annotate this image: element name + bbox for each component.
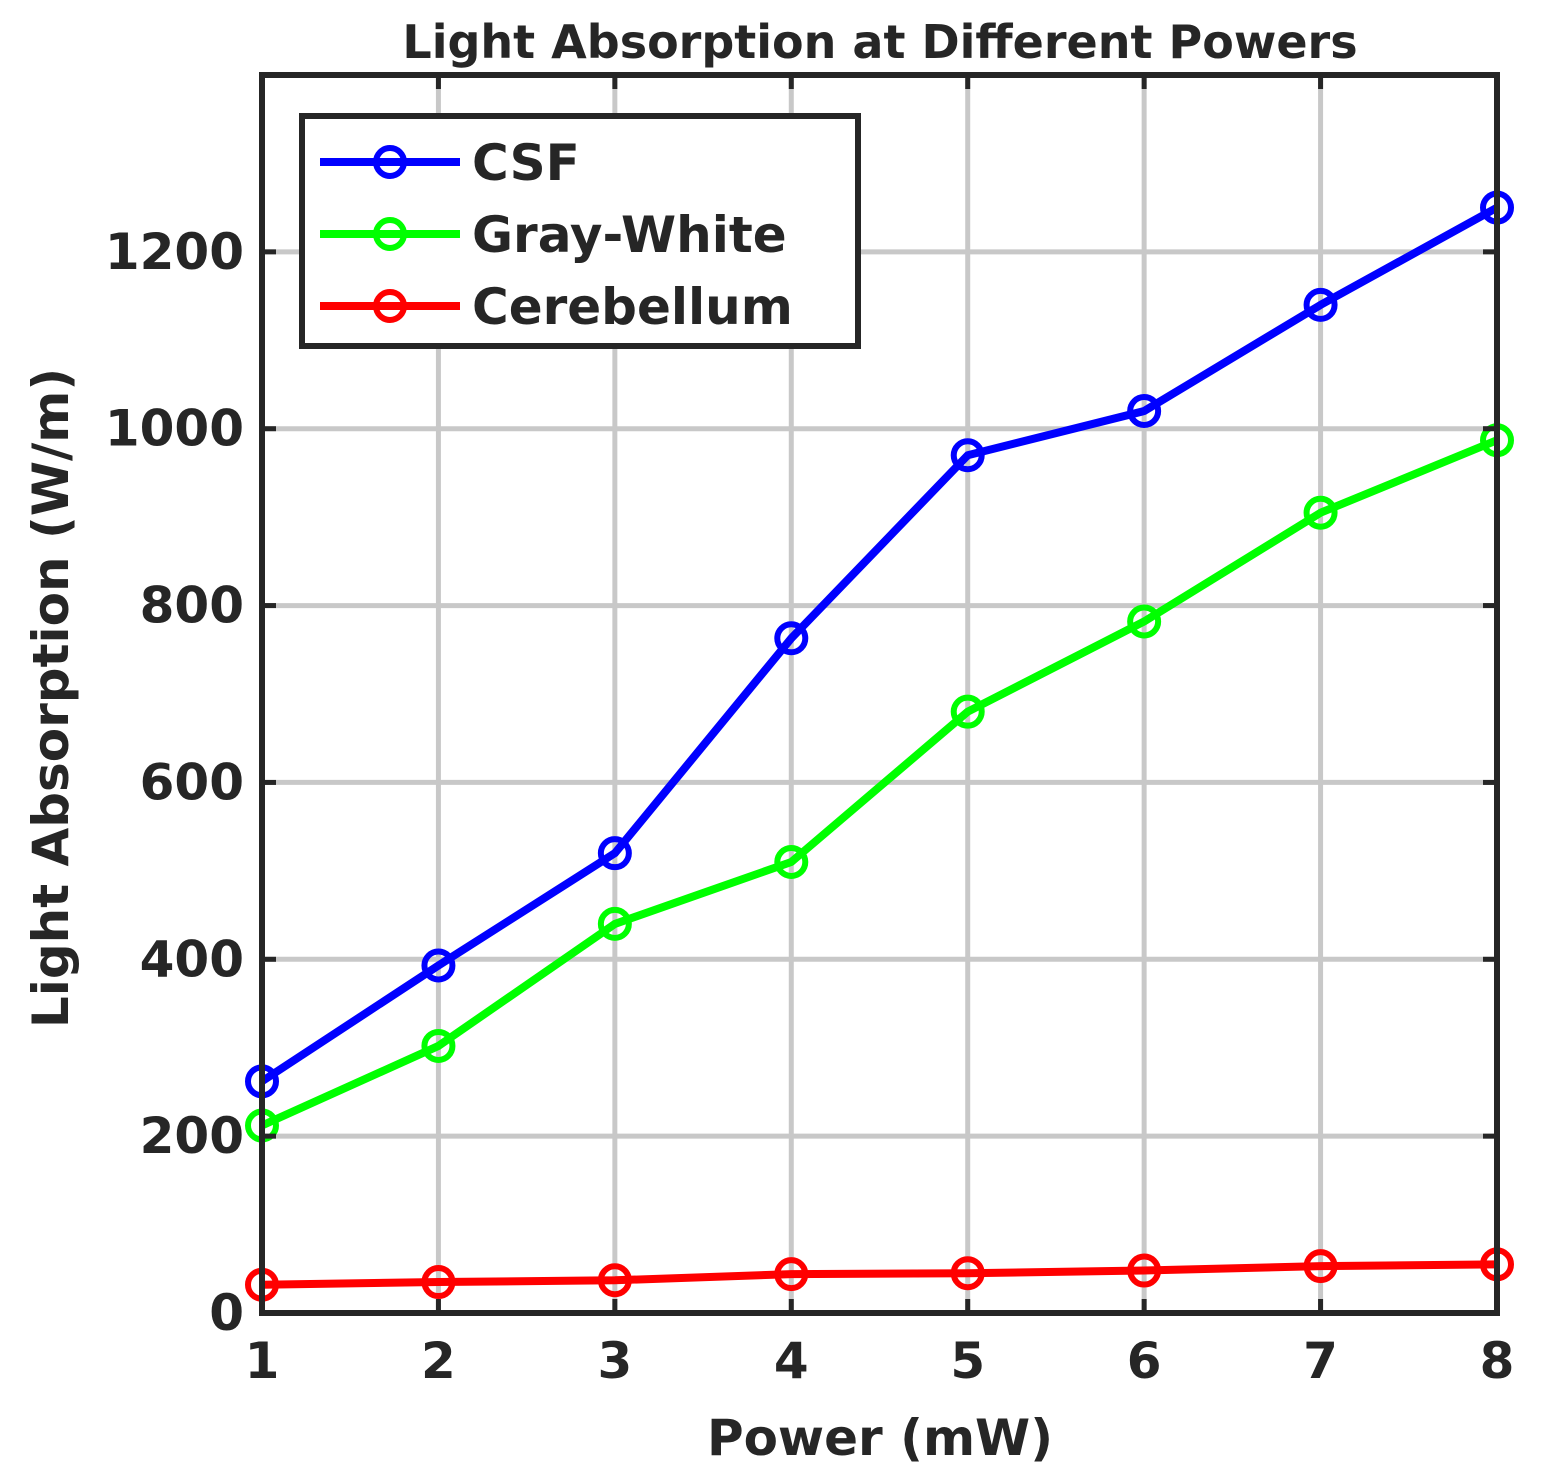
data-point-cerebellum [597, 1263, 632, 1298]
y-axis-label: Light Absorption (W/m) [22, 368, 80, 1028]
data-point-gray-white [421, 1028, 456, 1063]
data-point-gray-white [1127, 604, 1162, 639]
y-tick-label: 400 [140, 930, 244, 988]
legend-marker-csf [373, 145, 407, 179]
data-point-cerebellum [774, 1257, 809, 1292]
plot-frame [259, 72, 1500, 1316]
x-tick-label: 8 [1480, 1332, 1515, 1390]
y-tick-label: 800 [140, 577, 244, 635]
data-point-csf [421, 948, 456, 983]
data-point-csf [1127, 394, 1162, 429]
legend-layer: CSF Gray-White Cerebellum [299, 113, 861, 349]
legend-label-gray-white: Gray-White [472, 206, 787, 264]
legend-marker-gray-white [373, 217, 407, 251]
legend-label-cerebellum: Cerebellum [472, 278, 793, 336]
data-point-csf [597, 836, 632, 871]
legend-label-csf: CSF [472, 134, 580, 192]
axes-layer: 1 2 3 4 5 6 7 8 0 200 400 600 800 1000 1200 [105, 72, 1515, 1390]
y-tick-label: 1200 [105, 223, 244, 281]
y-tick-label: 600 [140, 753, 244, 811]
series-line-cerebellum [261, 1260, 1498, 1289]
data-point-gray-white [597, 906, 632, 941]
x-axis-label: Power (mW) [707, 1409, 1053, 1467]
x-tick-label: 5 [950, 1332, 985, 1390]
x-tick-label: 7 [1303, 1332, 1338, 1390]
y-tick-label: 0 [209, 1284, 244, 1342]
data-point-csf [1303, 287, 1338, 322]
data-point-cerebellum [1127, 1253, 1162, 1288]
data-point-gray-white [1303, 495, 1338, 530]
x-tick-label: 3 [597, 1332, 632, 1390]
data-point-cerebellum [1303, 1249, 1338, 1284]
chart-title: Light Absorption at Different Powers [402, 15, 1357, 69]
data-point-gray-white [774, 845, 809, 880]
data-point-csf [774, 621, 809, 656]
x-tick-label: 2 [421, 1332, 456, 1390]
data-point-cerebellum [421, 1265, 456, 1300]
legend-marker-cerebellum [373, 289, 407, 323]
y-tick-label: 200 [140, 1107, 244, 1165]
y-tick-label: 1000 [105, 400, 244, 458]
grid-layer [259, 75, 1500, 1316]
x-tick-label: 6 [1127, 1332, 1162, 1390]
data-point-gray-white [950, 694, 985, 729]
series-line-csf [259, 204, 1499, 1085]
x-tick-label: 4 [774, 1332, 809, 1390]
series-line-gray-white [260, 436, 1499, 1130]
x-tick-label: 1 [245, 1332, 280, 1390]
data-point-csf [950, 438, 985, 473]
data-point-cerebellum [950, 1256, 985, 1291]
